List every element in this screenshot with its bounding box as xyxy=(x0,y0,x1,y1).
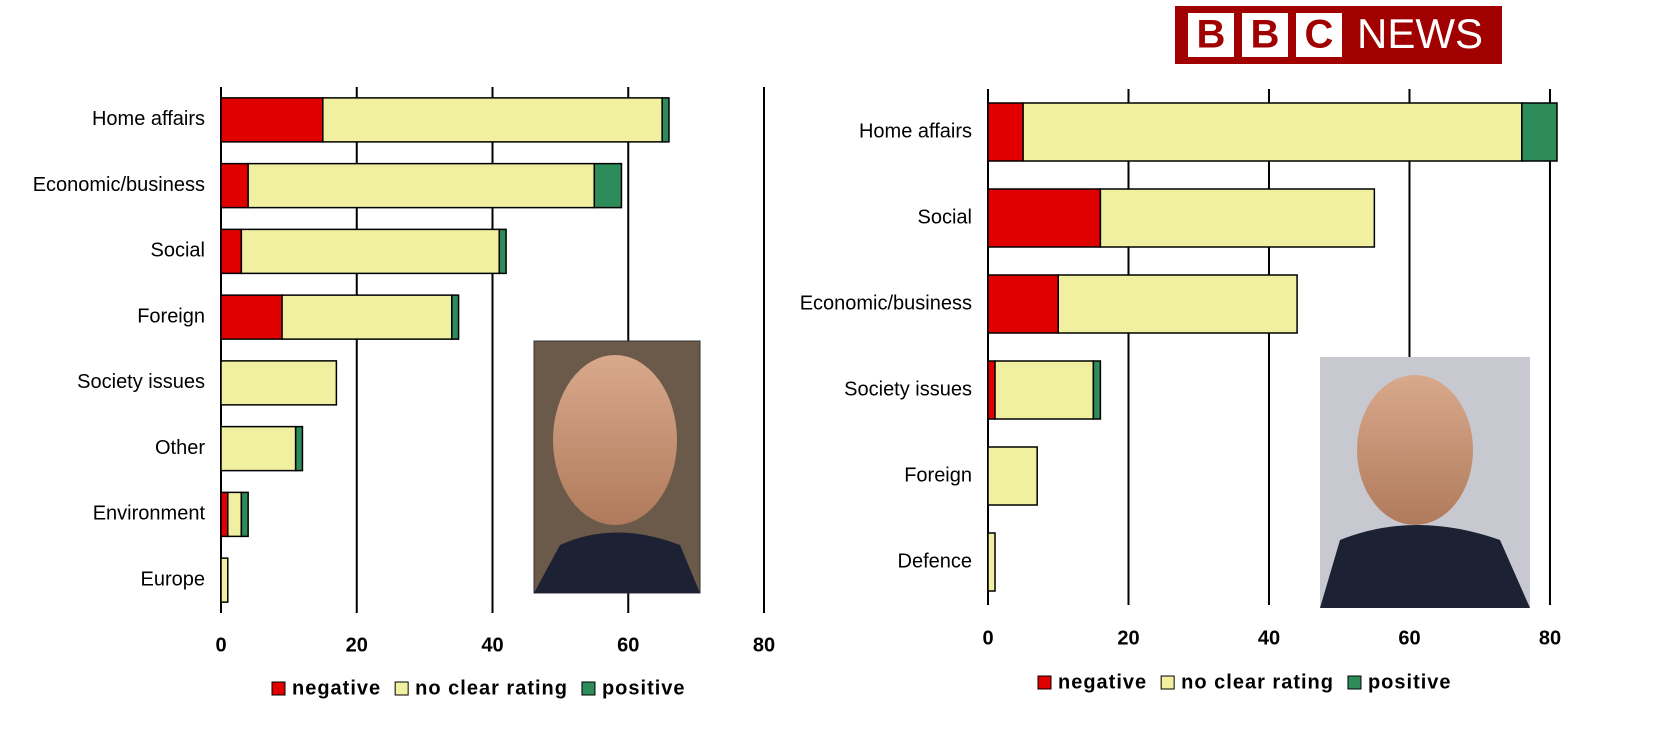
x-tick-label: 0 xyxy=(215,634,226,656)
y-tick-label: Home affairs xyxy=(92,108,205,130)
x-tick-label: 80 xyxy=(753,634,775,656)
x-tick-label: 80 xyxy=(1539,627,1561,649)
bar-segment xyxy=(240,228,501,275)
bar-segment xyxy=(1099,188,1376,248)
chart: 0 20 40 60 80 Home affairs Economic/business So… xyxy=(33,87,775,699)
legend-swatch xyxy=(271,681,286,696)
x-tick-label: 0 xyxy=(982,627,993,649)
bar-segment xyxy=(1092,360,1102,420)
bar-segment xyxy=(220,491,229,538)
bar-segment xyxy=(220,360,338,406)
legend-swatch xyxy=(1160,675,1175,690)
bar-segment xyxy=(987,102,1024,162)
bar-segment xyxy=(987,446,1038,506)
legend-label: no clear rating xyxy=(1181,671,1334,693)
bar-segment xyxy=(322,97,663,143)
legend-label: positive xyxy=(602,677,686,699)
bar-segment xyxy=(1521,102,1558,162)
x-tick-label: 20 xyxy=(1117,627,1139,649)
logo-box xyxy=(1188,13,1234,57)
photo-face xyxy=(553,355,677,525)
legend-label: negative xyxy=(292,677,381,699)
bar-segment xyxy=(987,188,1102,248)
y-tick-label: Economic/business xyxy=(800,292,972,314)
y-tick-label: Environment xyxy=(93,503,206,525)
bar-segment xyxy=(294,425,304,472)
bar-segment xyxy=(220,294,283,340)
bar-segment xyxy=(220,557,229,603)
bar-segment xyxy=(987,532,996,592)
y-tick-label: Economic/business xyxy=(33,174,205,196)
bar-segment xyxy=(281,294,453,340)
bar-segment xyxy=(593,162,623,209)
y-tick-label: Social xyxy=(918,206,972,228)
y-tick-label: Foreign xyxy=(137,305,205,327)
legend-label: negative xyxy=(1058,671,1147,693)
bar-segment xyxy=(661,97,670,143)
y-tick-label: Other xyxy=(155,437,205,459)
bar-segment xyxy=(220,97,324,143)
logo-letter: B xyxy=(1251,13,1280,57)
y-tick-label: Social xyxy=(151,240,205,262)
y-tick-label: Europe xyxy=(141,568,206,590)
y-tick-label: Society issues xyxy=(844,378,972,400)
x-tick-label: 20 xyxy=(346,634,368,656)
y-tick-label: Defence xyxy=(898,550,973,572)
photo-suit xyxy=(534,532,700,593)
bar-segment xyxy=(1057,274,1298,334)
x-tick-label: 40 xyxy=(481,634,503,656)
bar-segment xyxy=(451,294,460,340)
y-tick-label: Foreign xyxy=(904,464,972,486)
logo-word: NEWS xyxy=(1357,10,1483,57)
photo-suit xyxy=(1320,525,1530,608)
logo-box xyxy=(1296,13,1342,57)
bar-segment xyxy=(994,360,1095,420)
legend-label: no clear rating xyxy=(415,677,568,699)
bar-segment xyxy=(498,228,507,275)
y-tick-label: Society issues xyxy=(77,371,205,393)
x-tick-label: 60 xyxy=(617,634,639,656)
bbc-logo: B B C NEWS xyxy=(1175,6,1502,64)
x-tick-label: 40 xyxy=(1258,627,1280,649)
logo-letter: B xyxy=(1197,13,1226,57)
photo-right xyxy=(1320,357,1530,608)
legend-swatch xyxy=(581,681,596,696)
legend-label: positive xyxy=(1368,671,1452,693)
bar-segment xyxy=(220,162,249,209)
chart: 0 20 40 60 80 Home affairs Social Economic/busi… xyxy=(800,89,1561,693)
legend-swatch xyxy=(1347,675,1362,690)
x-tick-label: 60 xyxy=(1398,627,1420,649)
logo-box xyxy=(1242,13,1288,57)
bar-segment xyxy=(987,360,996,420)
bar-segment xyxy=(227,491,243,538)
legend-swatch xyxy=(1037,675,1052,690)
legend-swatch xyxy=(394,681,409,696)
bar-segment xyxy=(220,228,243,275)
y-tick-label: Home affairs xyxy=(859,120,972,142)
logo-letter: C xyxy=(1305,13,1334,57)
photo-left xyxy=(533,340,701,594)
bar-segment xyxy=(240,491,249,538)
photo-face xyxy=(1357,375,1473,525)
bar-segment xyxy=(987,274,1059,334)
bar-segment xyxy=(220,425,297,472)
bar-segment xyxy=(1022,102,1523,162)
bar-segment xyxy=(247,162,596,209)
